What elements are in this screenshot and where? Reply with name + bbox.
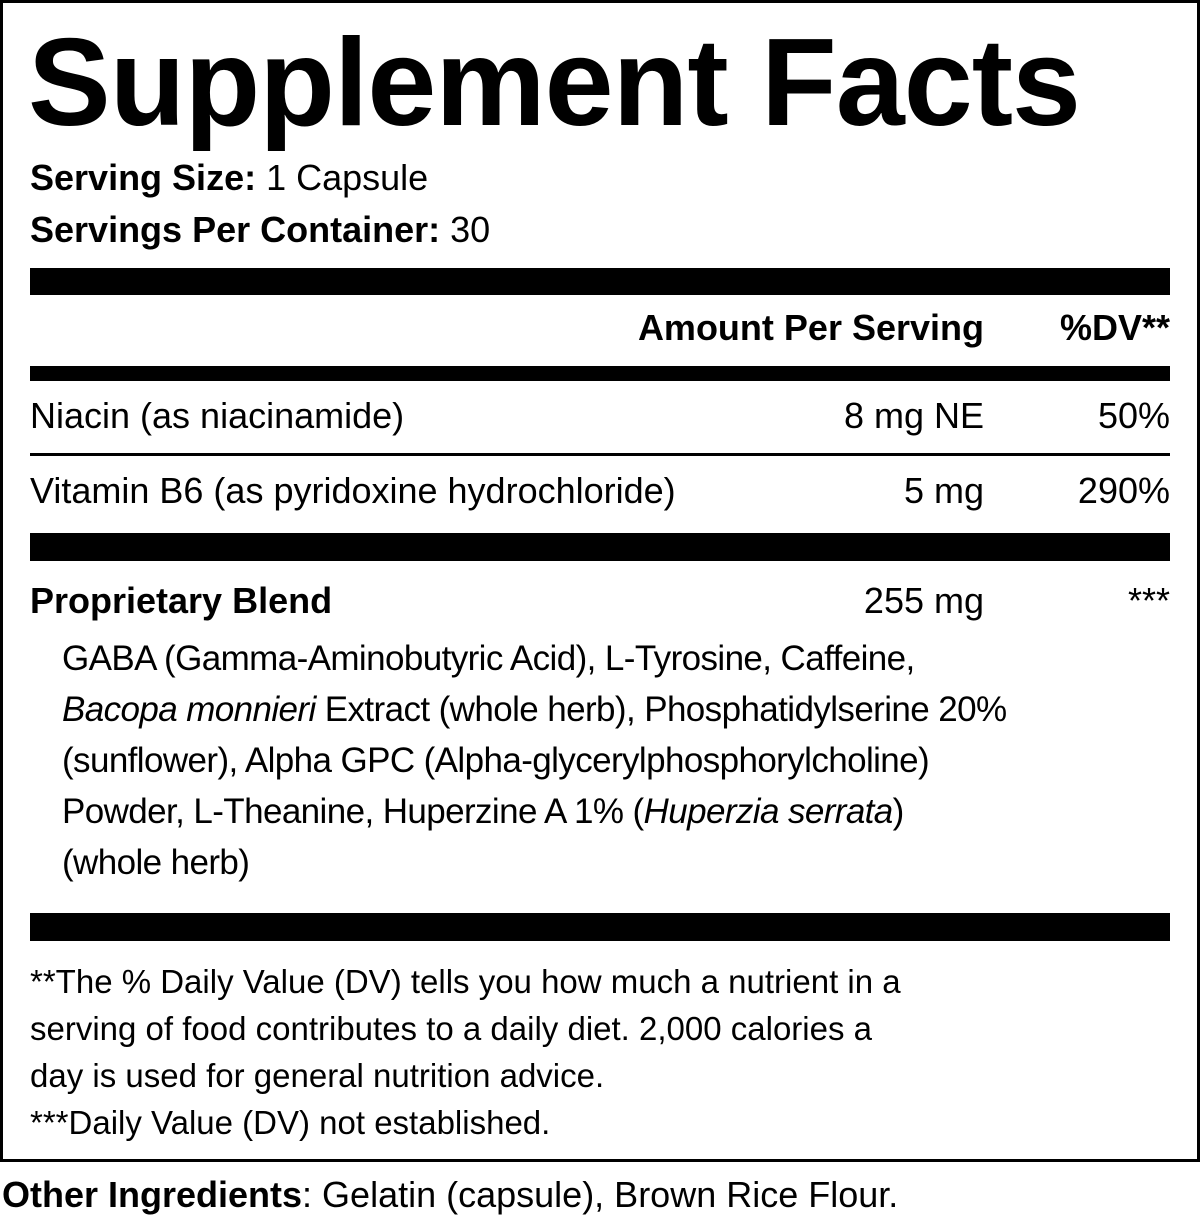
nutrient-dv: 290% [1077,470,1170,511]
supplement-facts-panel [0,0,1200,1162]
amount-header: Amount Per Serving [637,307,984,348]
ingredient-text: Powder, L-Theanine, Huperzine A 1% ( [62,792,644,831]
ingredient-line: GABA (Gamma-Aminobutyric Acid), L-Tyrosi… [62,633,915,685]
ingredient-text: (sunflower), Alpha GPC (Alpha-glycerylph… [62,741,930,780]
ingredient-line: Bacopa monnieri Extract (whole herb), Ph… [62,684,1007,736]
ingredient-text: Extract (whole herb), Phosphatidylserine… [315,690,1007,729]
ingredient-text: (whole herb) [62,843,250,882]
thick-divider [30,533,1170,561]
serving-size-label: Serving Size: [30,157,257,198]
ingredient-line: (sunflower), Alpha GPC (Alpha-glycerylph… [62,735,930,787]
thick-divider [30,268,1170,295]
nutrient-name: Niacin (as niacinamide) [30,395,405,436]
thin-divider [30,453,1170,456]
ingredient-text: Huperzia serrata [643,792,894,831]
serving-size-value: 1 Capsule [266,157,429,198]
medium-divider [30,366,1170,381]
blend-row: Proprietary Blend 255 mg *** [30,576,1170,626]
ingredient-line: (whole herb) [62,837,250,889]
serving-size: Serving Size: 1 Capsule [30,156,428,200]
ingredient-line: Powder, L-Theanine, Huperzine A 1% (Hupe… [62,786,904,838]
nutrient-amount: 5 mg [903,470,984,511]
nutrient-amount: 8 mg NE [843,395,984,436]
footnote-line: ***Daily Value (DV) not established. [30,1104,551,1141]
blend-name: Proprietary Blend [30,580,333,621]
other-ingredients-label: Other Ingredients [2,1174,303,1215]
footnote-line: serving of food contributes to a daily d… [30,1010,872,1047]
footnote-line: day is used for general nutrition advice… [30,1057,605,1094]
ingredient-text: GABA (Gamma-Aminobutyric Acid), L-Tyrosi… [62,639,915,678]
other-ingredients: Other Ingredients: Gelatin (capsule), Br… [2,1172,898,1218]
nutrient-row: Niacin (as niacinamide) 8 mg NE 50% [30,391,1170,441]
nutrient-dv: 50% [1097,395,1170,436]
servings-per-container-value: 30 [450,209,491,250]
ingredient-text: Bacopa monnieri [62,690,316,729]
nutrient-row: Vitamin B6 (as pyridoxine hydrochloride)… [30,466,1170,516]
column-header: Amount Per Serving %DV** [30,303,1170,353]
dv-header: %DV** [1059,307,1170,348]
servings-per-container: Servings Per Container: 30 [30,208,490,252]
other-ingredients-value: : Gelatin (capsule), Brown Rice Flour. [302,1174,899,1215]
servings-per-container-label: Servings Per Container: [30,209,441,250]
nutrient-name: Vitamin B6 (as pyridoxine hydrochloride) [30,470,676,511]
thick-divider [30,913,1170,941]
footnote-line: **The % Daily Value (DV) tells you how m… [30,963,901,1000]
blend-amount: 255 mg [863,580,984,621]
blend-dv: *** [1127,580,1170,621]
panel-title: Supplement Facts [28,14,1081,152]
ingredient-text: ) [892,792,905,831]
